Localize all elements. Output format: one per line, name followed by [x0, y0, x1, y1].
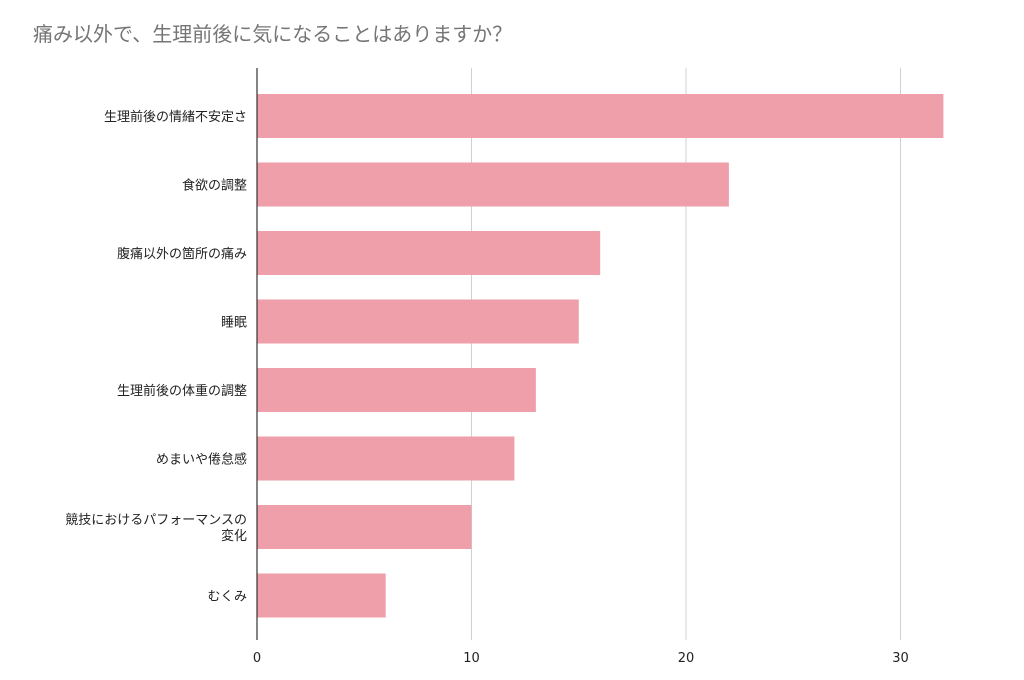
category-label-7: むくみ [207, 590, 247, 605]
bar-2 [257, 231, 601, 275]
gridlines [471, 68, 901, 640]
category-label-3: 睡眠 [221, 316, 247, 331]
category-label-6: 競技におけるパフォーマンスの変化 [65, 513, 247, 544]
category-label-2: 腹痛以外の箇所の痛み [117, 246, 247, 262]
tick-labels: 0 10 20 30 [253, 651, 909, 666]
x-tick-label-30: 30 [892, 651, 909, 666]
bar-4 [257, 368, 536, 412]
category-label-4: 生理前後の体重の調整 [117, 383, 247, 399]
bar-1 [257, 162, 729, 207]
category-label-1: 食欲の調整 [182, 178, 247, 194]
x-tick-label-0: 0 [253, 651, 261, 666]
bar-0 [257, 94, 944, 138]
x-tick-label-20: 20 [678, 651, 695, 666]
category-label-0: 生理前後の情緒不安定さ [104, 109, 247, 125]
chart-title: 痛み以外で、生理前後に気になることはありますか？ [33, 22, 513, 46]
category-label-5: めまいや倦怠感 [156, 452, 247, 468]
bar-5 [257, 436, 515, 481]
category-labels: 生理前後の情緒不安定さ食欲の調整腹痛以外の箇所の痛み睡眠生理前後の体重の調整めま… [65, 109, 247, 605]
bar-7 [257, 573, 386, 618]
bar-3 [257, 299, 579, 344]
bar-6 [257, 505, 472, 549]
bars [257, 94, 944, 618]
x-tick-label-10: 10 [463, 651, 480, 666]
